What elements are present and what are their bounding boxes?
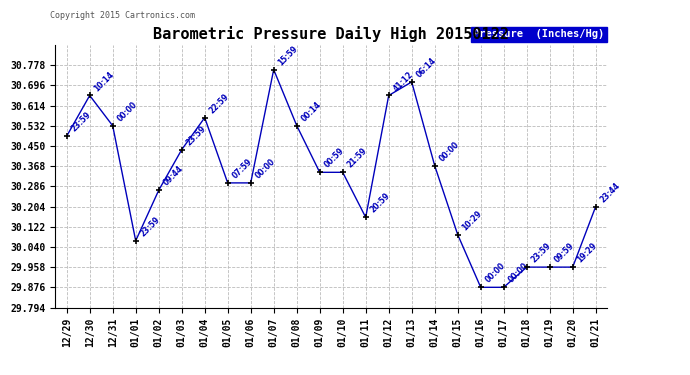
Text: 23:59: 23:59 <box>184 124 208 147</box>
Text: 23:44: 23:44 <box>598 181 622 204</box>
Text: 21:59: 21:59 <box>346 147 368 170</box>
Text: 23:59: 23:59 <box>139 215 161 238</box>
Text: Pressure  (Inches/Hg): Pressure (Inches/Hg) <box>473 29 604 39</box>
Text: 23:59: 23:59 <box>529 242 553 265</box>
Text: 41:12: 41:12 <box>391 70 415 93</box>
Text: 15:59: 15:59 <box>277 44 299 67</box>
Text: 00:00: 00:00 <box>253 157 277 180</box>
Text: 09:44: 09:44 <box>161 164 185 188</box>
Text: 07:59: 07:59 <box>230 157 254 180</box>
Text: 23:59: 23:59 <box>70 110 92 134</box>
Text: 06:14: 06:14 <box>415 56 438 80</box>
Text: 22:59: 22:59 <box>208 92 230 115</box>
Text: 00:00: 00:00 <box>506 261 530 285</box>
Text: 20:59: 20:59 <box>368 192 392 215</box>
Title: Barometric Pressure Daily High 20150122: Barometric Pressure Daily High 20150122 <box>153 27 509 42</box>
Text: 00:59: 00:59 <box>322 147 346 170</box>
Text: 00:14: 00:14 <box>299 100 323 123</box>
Text: 10:29: 10:29 <box>460 209 484 232</box>
Text: Copyright 2015 Cartronics.com: Copyright 2015 Cartronics.com <box>50 11 195 20</box>
Text: 00:00: 00:00 <box>484 261 507 285</box>
Text: 19:29: 19:29 <box>575 241 599 265</box>
Text: 00:00: 00:00 <box>437 140 461 163</box>
Text: 10:14: 10:14 <box>92 70 116 93</box>
Text: 00:00: 00:00 <box>115 100 139 123</box>
Text: 09:59: 09:59 <box>553 242 575 265</box>
